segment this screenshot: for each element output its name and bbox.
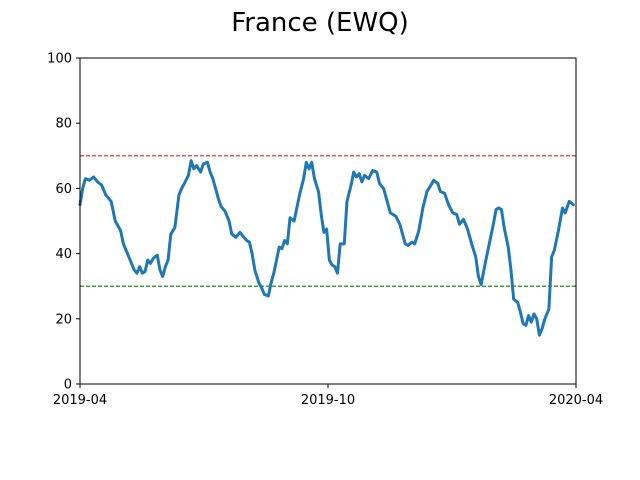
axes-frame [79, 57, 577, 385]
y-tick-label: 100 [47, 52, 72, 67]
x-tick-label: 2020-04 [549, 393, 603, 408]
y-tick-label: 60 [55, 182, 72, 197]
axes: 0 20 40 60 80 100 2019-04 2019-10 2020-04 [47, 52, 603, 409]
y-tick-label: 20 [55, 312, 72, 327]
y-tick-label: 80 [55, 117, 72, 132]
y-tick-label: 40 [55, 247, 72, 262]
x-tick-label: 2019-10 [301, 393, 355, 408]
y-tick-label: 0 [64, 378, 72, 393]
chart-title: France (EWQ) [231, 8, 409, 38]
series-line [78, 159, 575, 337]
x-tick-label: 2019-04 [53, 393, 107, 408]
plot-area [78, 155, 576, 337]
